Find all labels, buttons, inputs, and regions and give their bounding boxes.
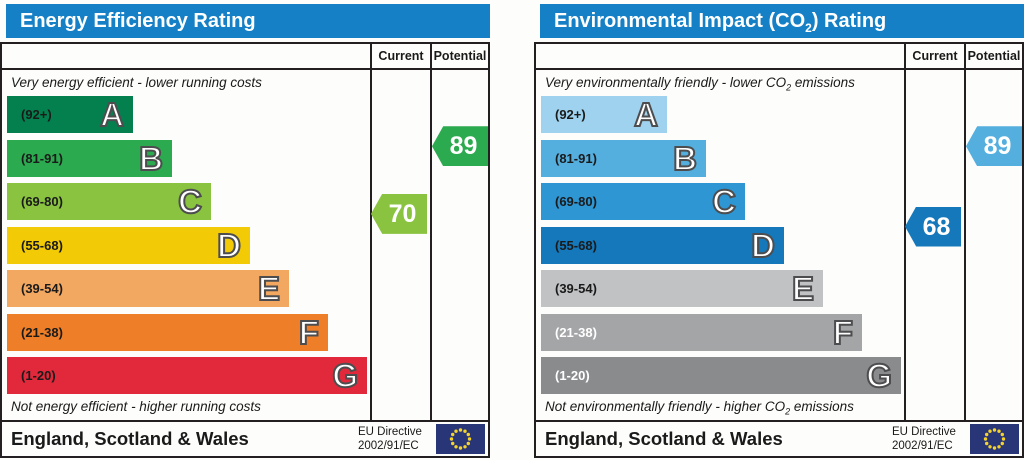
band-letter: C (177, 182, 203, 221)
rating-band-e: (39-54) E (7, 269, 289, 308)
bottom-caption: Not environmentally friendly - higher CO… (545, 394, 854, 419)
band-letter: B (138, 139, 164, 178)
band-range-label: (81-91) (555, 150, 597, 166)
top-caption-text: Very energy efficient - lower running co… (11, 75, 262, 90)
band-letter: G (331, 356, 359, 395)
band-letter: D (216, 226, 242, 265)
top-caption-text: Very environmentally friendly - lower CO (545, 75, 787, 90)
eu-directive-line1: EU Directive (892, 426, 956, 438)
band-range-label: (69-80) (21, 194, 63, 209)
top-caption: Very environmentally friendly - lower CO… (545, 70, 855, 96)
current-rating-arrow: 68 (905, 206, 961, 247)
rating-band-c: (69-80) C (541, 182, 745, 221)
potential-column-header: Potential (433, 49, 487, 63)
rating-band-chart: (92+) A (81-91) B (69-80) C (55-68) D (39-54) E (2… (7, 95, 368, 395)
current-rating-arrow: 70 (371, 193, 427, 234)
chart-frame (534, 42, 1024, 458)
current-column-header: Current (378, 49, 424, 63)
bottom-caption-text-end: emissions (790, 399, 854, 414)
environmental-impact-panel: Environmental Impact (CO2) Rating Curren… (534, 0, 1024, 460)
eu-flag-icon (970, 424, 1019, 454)
top-caption-text-end: emissions (791, 75, 855, 90)
eu-directive-line1: EU Directive (358, 426, 422, 438)
band-letter: E (257, 269, 281, 308)
rating-band-a: (92+) A (541, 95, 667, 134)
panel-title-text: Environmental Impact (CO (554, 10, 806, 32)
band-range-label: (39-54) (555, 281, 597, 296)
current-column-header: Current (912, 49, 958, 63)
rating-band-g: (1-20) G (7, 356, 367, 395)
potential-rating-arrow: 89 (432, 126, 488, 167)
potential-column-header: Potential (967, 49, 1021, 63)
band-letter: E (791, 269, 815, 308)
band-range-label: (92+) (21, 107, 52, 122)
current-column-divider (904, 42, 906, 420)
band-range-label: (69-80) (555, 194, 597, 209)
band-letter: F (832, 313, 854, 352)
eu-directive-line2: 2002/91/EC (358, 440, 419, 452)
bottom-caption: Not energy efficient - higher running co… (11, 394, 261, 419)
eu-directive-line2: 2002/91/EC (892, 440, 953, 452)
eu-directive-label: EU Directive 2002/91/EC (358, 425, 422, 453)
potential-column-divider (430, 42, 432, 420)
header-row-divider (534, 68, 1024, 70)
eu-directive-label: EU Directive 2002/91/EC (892, 425, 956, 453)
rating-band-b: (81-91) B (541, 139, 706, 178)
potential-column-divider (964, 42, 966, 420)
panel-title: Energy Efficiency Rating (6, 4, 490, 38)
panel-title-text: Energy Efficiency Rating (20, 10, 256, 32)
potential-rating-arrow: 89 (966, 126, 1022, 167)
band-range-label: (92+) (555, 107, 586, 122)
band-letter: G (865, 356, 893, 395)
band-range-label: (55-68) (21, 237, 63, 253)
rating-band-f: (21-38) F (7, 313, 328, 352)
rating-band-c: (69-80) C (7, 182, 211, 221)
eu-flag-icon (436, 424, 485, 454)
current-column-divider (370, 42, 372, 420)
energy-efficiency-panel: Energy Efficiency Rating Current Potenti… (0, 0, 490, 460)
rating-band-a: (92+) A (7, 95, 133, 134)
header-row-divider (0, 68, 490, 70)
chart-frame (0, 42, 490, 458)
band-letter: C (711, 182, 737, 221)
band-letter: B (672, 139, 698, 178)
rating-band-d: (55-68) D (7, 226, 250, 265)
rating-band-chart: (92+) A (81-91) B (69-80) C (55-68) D (39-54) E (2… (541, 95, 902, 395)
panel-title-subscript: 2 (805, 21, 812, 35)
band-letter: D (750, 226, 776, 265)
rating-band-b: (81-91) B (7, 139, 172, 178)
panel-title-text-end: ) Rating (811, 10, 887, 32)
rating-band-g: (1-20) G (541, 356, 901, 395)
top-caption-subscript: 2 (786, 82, 792, 93)
bottom-caption-text: Not environmentally friendly - higher CO (545, 399, 786, 414)
band-range-label: (21-38) (21, 324, 63, 340)
footer-row-divider (0, 420, 490, 422)
footer-row-divider (534, 420, 1024, 422)
band-letter: A (99, 95, 125, 134)
panel-title: Environmental Impact (CO2) Rating (540, 4, 1024, 38)
band-range-label: (39-54) (21, 281, 63, 296)
region-label: England, Scotland & Wales (11, 428, 249, 449)
bottom-caption-text: Not energy efficient - higher running co… (11, 399, 261, 414)
band-range-label: (55-68) (555, 237, 597, 253)
rating-band-e: (39-54) E (541, 269, 823, 308)
band-range-label: (21-38) (555, 324, 597, 340)
band-range-label: (1-20) (21, 368, 56, 383)
band-range-label: (81-91) (21, 150, 63, 166)
rating-band-f: (21-38) F (541, 313, 862, 352)
bottom-caption-subscript: 2 (785, 406, 791, 417)
top-caption: Very energy efficient - lower running co… (11, 70, 262, 96)
band-letter: F (298, 313, 320, 352)
band-letter: A (633, 95, 659, 134)
region-label: England, Scotland & Wales (545, 428, 783, 449)
rating-band-d: (55-68) D (541, 226, 784, 265)
band-range-label: (1-20) (555, 368, 590, 383)
